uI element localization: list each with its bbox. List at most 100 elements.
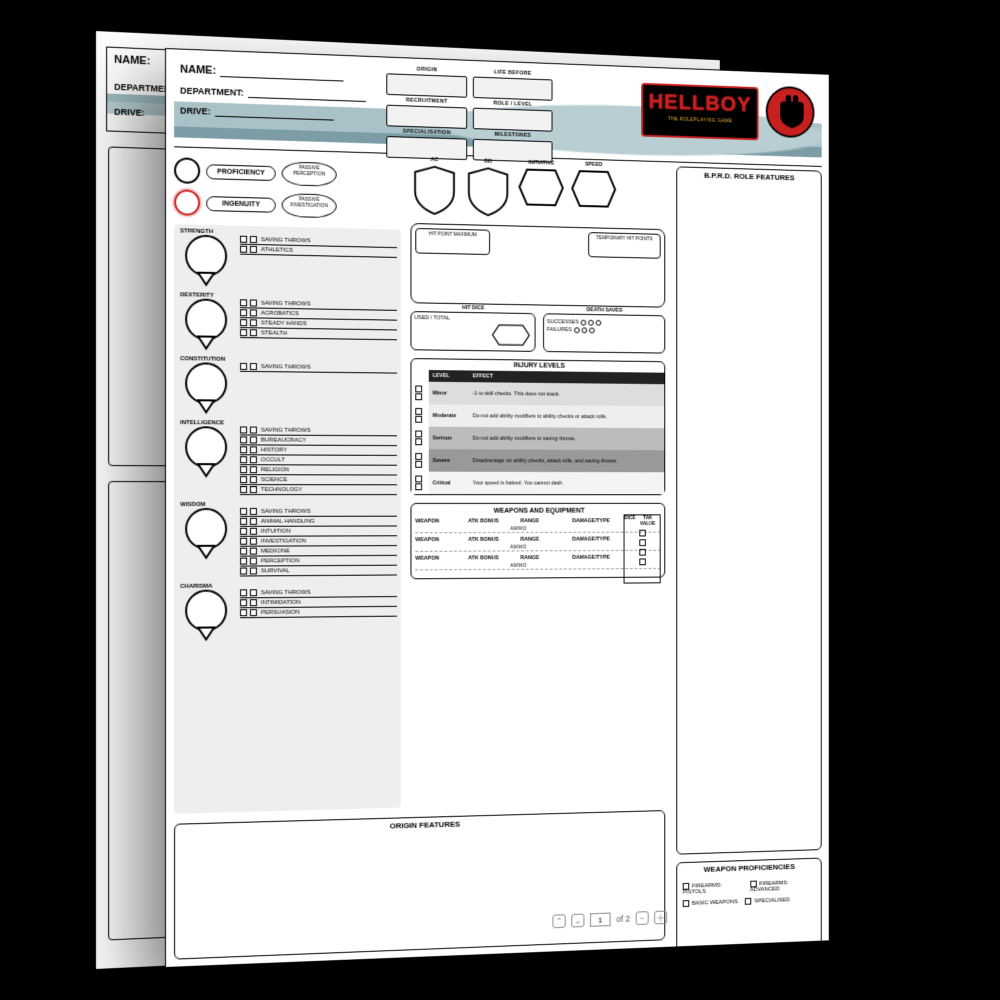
injury-checkbox[interactable] bbox=[415, 431, 422, 438]
injury-checkbox[interactable] bbox=[415, 483, 422, 490]
ability-badge[interactable]: INTELLIGENCE bbox=[178, 422, 234, 478]
page-down-button[interactable]: ⌄ bbox=[571, 914, 584, 928]
skill-row[interactable]: SCIENCE bbox=[240, 476, 397, 485]
proficiency-circle[interactable] bbox=[174, 157, 200, 184]
name-label: NAME: bbox=[180, 64, 216, 77]
injury-checkbox[interactable] bbox=[415, 476, 422, 483]
skill-name: ANIMAL HANDLING bbox=[261, 518, 315, 524]
hd-total: TOTAL bbox=[433, 315, 450, 321]
weapon-row[interactable]: WEAPONATK BONUSRANGEDAMAGE/TYPE bbox=[415, 555, 620, 562]
injury-checkbox[interactable] bbox=[415, 416, 422, 423]
ability-label: CONSTITUTION bbox=[178, 356, 227, 363]
drive-field[interactable] bbox=[215, 107, 334, 121]
hp-panel[interactable]: HIT POINT MAXIMUM TEMPORARY HIT POINTS bbox=[410, 223, 665, 308]
spec-cap: SPECIALISATION bbox=[387, 128, 466, 136]
injury-checkbox[interactable] bbox=[415, 386, 422, 393]
death-saves-panel[interactable]: DEATH SAVES SUCCESSES FAILURES bbox=[543, 313, 665, 353]
speed-box[interactable]: SPEED bbox=[570, 169, 617, 209]
skill-name: STEADY HANDS bbox=[261, 320, 307, 327]
role-level-box[interactable]: ROLE / LEVEL bbox=[473, 108, 553, 132]
skill-name: RELIGION bbox=[261, 467, 289, 473]
bprd-fist-icon bbox=[766, 86, 815, 139]
wprof-item[interactable]: SPECIALISED bbox=[745, 897, 790, 905]
skill-name: PERCEPTION bbox=[261, 558, 300, 564]
name-field[interactable] bbox=[220, 67, 343, 81]
passive-investigation[interactable]: PASSIVE INVESTIGATION bbox=[282, 193, 337, 218]
ability-badge[interactable]: CHARISMA bbox=[178, 585, 234, 641]
skill-row[interactable]: HISTORY bbox=[240, 446, 397, 456]
skill-row[interactable]: SURVIVAL bbox=[240, 567, 397, 577]
weapon-row[interactable]: WEAPONATK BONUSRANGEDAMAGE/TYPE bbox=[415, 537, 620, 544]
skill-row[interactable]: SAVING THROWS bbox=[240, 588, 397, 598]
page-number-input[interactable] bbox=[590, 913, 611, 927]
character-sheet-front: NAME: DEPARTMENT: DRIVE: ORIGIN LIFE BEF… bbox=[165, 48, 830, 968]
injury-checkbox[interactable] bbox=[415, 453, 422, 460]
life-before-box[interactable]: LIFE BEFORE bbox=[473, 77, 553, 101]
skill-row[interactable]: SAVING THROWS bbox=[240, 508, 397, 517]
skill-row[interactable]: INTIMIDATION bbox=[240, 598, 397, 608]
dept-field[interactable] bbox=[248, 88, 366, 102]
mile-cap: MILESTONES bbox=[474, 131, 552, 139]
skill-name: STEALTH bbox=[261, 330, 287, 336]
skill-row[interactable]: INTUITION bbox=[240, 527, 397, 536]
skill-name: HISTORY bbox=[261, 447, 287, 453]
skill-name: PERSUASION bbox=[261, 609, 300, 615]
hp-temp-label: TEMPORARY HIT POINTS bbox=[588, 232, 660, 259]
page-up-button[interactable]: ⌃ bbox=[552, 914, 565, 928]
skill-row[interactable]: OCCULT bbox=[240, 456, 397, 465]
ammo-tracker[interactable]: DICETAK VALUE bbox=[624, 514, 661, 583]
skill-row[interactable]: SAVING THROWS bbox=[240, 426, 397, 436]
zoom-out-button[interactable]: − bbox=[636, 911, 649, 925]
db-shield[interactable]: DB bbox=[464, 166, 512, 218]
ability-badge[interactable]: STRENGTH bbox=[178, 230, 234, 287]
ability-constitution: CONSTITUTION SAVING THROWS bbox=[178, 358, 397, 416]
passive-perception[interactable]: PASSIVE PERCEPTION bbox=[282, 161, 337, 186]
ds-fail: FAILURES bbox=[547, 327, 572, 333]
hd-used: USED bbox=[414, 315, 429, 321]
hit-dice-panel[interactable]: HIT DICE USED / TOTAL bbox=[410, 311, 535, 352]
skill-name: OCCULT bbox=[261, 457, 285, 463]
logo-subtitle: THE ROLEPLAYING GAME bbox=[643, 115, 757, 125]
skill-row[interactable]: SAVING THROWS bbox=[240, 363, 397, 374]
ac-cap: AC bbox=[410, 156, 458, 163]
skill-row[interactable]: BUREAUCRACY bbox=[240, 436, 397, 446]
skill-row[interactable]: PERSUASION bbox=[240, 608, 397, 618]
skill-row[interactable]: STEALTH bbox=[240, 329, 397, 340]
recruit-cap: RECRUITMENT bbox=[387, 97, 466, 106]
weapon-row[interactable]: WEAPONATK BONUSRANGEDAMAGE/TYPE bbox=[415, 518, 620, 524]
injury-checkbox[interactable] bbox=[415, 393, 422, 400]
skill-row[interactable]: MEDICINE bbox=[240, 547, 397, 557]
ac-shield[interactable]: AC bbox=[410, 164, 458, 216]
injury-panel: INJURY LEVELS LEVELEFFECT Minor-1 to ski… bbox=[410, 358, 665, 495]
weapons-panel: WEAPONS AND EQUIPMENT DICETAK VALUE WEAP… bbox=[410, 503, 665, 579]
origin-cap: ORIGIN bbox=[387, 65, 466, 74]
injury-checkbox[interactable] bbox=[415, 461, 422, 468]
skill-name: SAVING THROWS bbox=[261, 589, 311, 595]
ingenuity-row: INGENUITY PASSIVE INVESTIGATION bbox=[174, 189, 337, 219]
ability-badge[interactable]: WISDOM bbox=[178, 504, 234, 560]
origin-box[interactable]: ORIGIN bbox=[386, 73, 467, 97]
skill-name: BUREAUCRACY bbox=[261, 437, 306, 443]
dept-label: DEPARTMENT: bbox=[180, 86, 244, 98]
recruitment-box[interactable]: RECRUITMENT bbox=[386, 105, 467, 129]
ability-badge[interactable]: CONSTITUTION bbox=[178, 358, 234, 414]
injury-checkbox[interactable] bbox=[415, 438, 422, 445]
wprof-item[interactable]: FIREARMS: ADVANCED bbox=[750, 879, 815, 894]
proficiency-label: PROFICIENCY bbox=[206, 164, 276, 181]
skill-row[interactable]: TECHNOLOGY bbox=[240, 486, 397, 495]
skill-row[interactable]: PERCEPTION bbox=[240, 557, 397, 567]
wprof-item[interactable]: FIREARMS: PISTOLS bbox=[683, 881, 743, 896]
db-cap: DB bbox=[464, 158, 512, 165]
skill-row[interactable]: INVESTIGATION bbox=[240, 537, 397, 546]
zoom-in-button[interactable]: ＋ bbox=[654, 910, 667, 924]
skill-row[interactable]: RELIGION bbox=[240, 466, 397, 475]
skill-name: INTUITION bbox=[261, 528, 291, 534]
skill-row[interactable]: ANIMAL HANDLING bbox=[240, 518, 397, 527]
logo-title: HELLBOY bbox=[643, 85, 757, 116]
skill-name: INVESTIGATION bbox=[261, 538, 306, 544]
injury-checkbox[interactable] bbox=[415, 408, 422, 415]
ability-badge[interactable]: DEXTERITY bbox=[178, 294, 234, 351]
initiative-box[interactable]: INITIATIVE bbox=[518, 167, 565, 207]
wprof-item[interactable]: BASIC WEAPONS bbox=[683, 898, 738, 907]
ingenuity-circle[interactable] bbox=[174, 189, 200, 216]
